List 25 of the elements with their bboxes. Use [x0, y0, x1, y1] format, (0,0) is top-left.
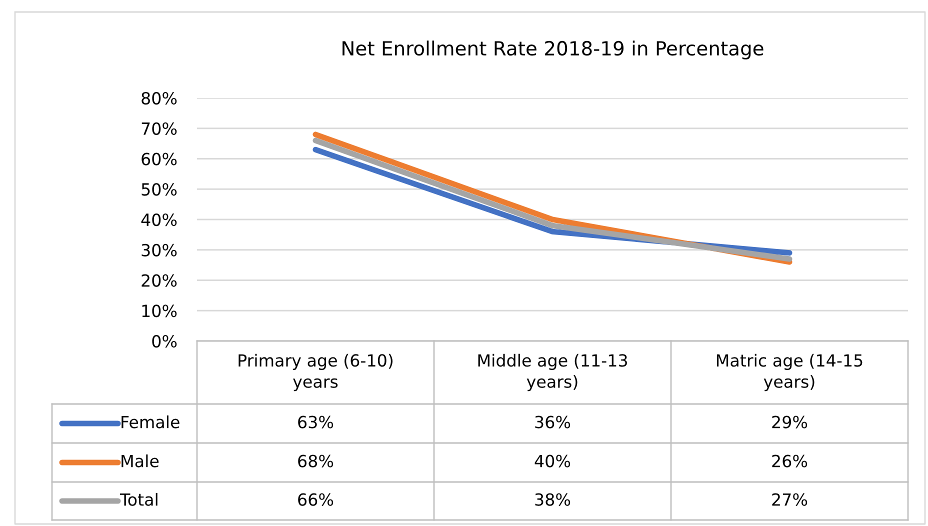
y-tick-label: 30% — [142, 244, 177, 256]
y-tick-label: 80% — [142, 92, 177, 105]
legend-label: Total — [120, 492, 158, 506]
data-label: 63% — [298, 416, 334, 428]
data-label: 40% — [534, 454, 570, 468]
data-label: 29% — [772, 416, 808, 428]
data-label: 66% — [298, 493, 334, 506]
data-label: 38% — [535, 493, 570, 506]
y-tick-label: 40% — [141, 213, 177, 226]
data-label: 26% — [772, 454, 808, 468]
y-tick-label: 50% — [142, 183, 177, 196]
data-label: 27% — [772, 493, 808, 506]
x-tick-label: Matric age (14-15 years) — [716, 354, 862, 392]
x-tick-label: Middle age (11-13 years) — [478, 354, 627, 392]
y-tick-label: 60% — [142, 152, 177, 166]
legend-label: Female — [122, 415, 180, 428]
x-tick-label: Primary age (6-10) years — [238, 354, 393, 392]
y-tick-label: 10% — [142, 304, 177, 318]
chart-title: Net Enrollment Rate 2018-19 in Percentage — [342, 40, 764, 60]
y-tick-label: 20% — [142, 274, 177, 287]
data-label: 36% — [535, 416, 570, 428]
data-label: 68% — [298, 454, 334, 468]
legend-label: Male — [122, 454, 159, 468]
y-tick-label: 70% — [142, 122, 177, 135]
y-tick-label: 0% — [152, 334, 177, 348]
